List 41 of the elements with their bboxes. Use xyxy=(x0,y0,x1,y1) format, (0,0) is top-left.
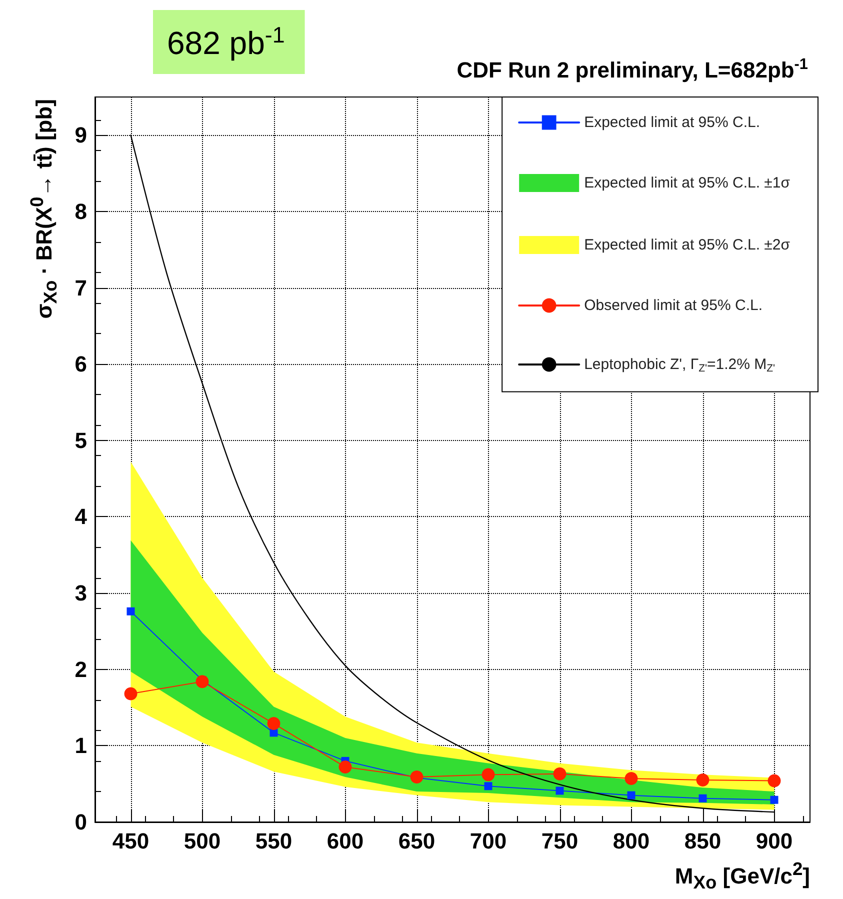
point xyxy=(484,782,492,790)
legend-label: Expected limit at 95% C.L. ±1σ xyxy=(584,174,791,192)
x-tick-label: 600 xyxy=(326,828,364,854)
y-tick-label: 6 xyxy=(74,352,87,377)
y-tick-label: 7 xyxy=(74,275,87,300)
point xyxy=(553,767,566,780)
y-tick-label: 9 xyxy=(74,122,87,148)
x-tick-label: 550 xyxy=(255,828,292,854)
legend-label: Expected limit at 95% C.L. ±2σ xyxy=(584,236,791,254)
x-tick-label: 650 xyxy=(398,828,436,854)
point xyxy=(624,772,638,785)
point xyxy=(338,760,352,774)
x-tick-label: 850 xyxy=(684,828,722,854)
y-tick-label: 2 xyxy=(74,656,87,682)
x-tick-label: 750 xyxy=(541,828,578,854)
x-axis-title: M$_{Xo}$ [GeV/c$^{2}$] xyxy=(674,858,810,893)
x-tick-label: 900 xyxy=(756,828,793,854)
point xyxy=(696,774,710,787)
point xyxy=(556,786,564,795)
y-tick-label: 8 xyxy=(74,198,87,224)
point xyxy=(482,768,495,782)
point xyxy=(627,791,636,800)
legend-label: Expected limit at 95% C.L. xyxy=(584,114,760,131)
legend-label: Observed limit at 95% C.L. xyxy=(584,297,762,314)
x-tick-label: 700 xyxy=(470,828,507,854)
point xyxy=(126,607,135,616)
y-tick-label: 3 xyxy=(74,580,87,606)
x-tick-label: 500 xyxy=(184,828,221,854)
point xyxy=(698,794,707,802)
y-tick-label: 4 xyxy=(74,504,88,530)
point xyxy=(267,717,280,730)
y-tick-label: 5 xyxy=(74,428,87,453)
y-tick-label: 1 xyxy=(74,733,87,758)
point xyxy=(196,675,209,688)
point xyxy=(124,687,138,700)
point xyxy=(410,770,424,784)
point xyxy=(768,774,781,788)
point xyxy=(770,796,778,804)
x-tick-label: 450 xyxy=(112,828,150,854)
y-tick-label: 0 xyxy=(74,810,87,834)
x-tick-label: 800 xyxy=(612,828,650,854)
